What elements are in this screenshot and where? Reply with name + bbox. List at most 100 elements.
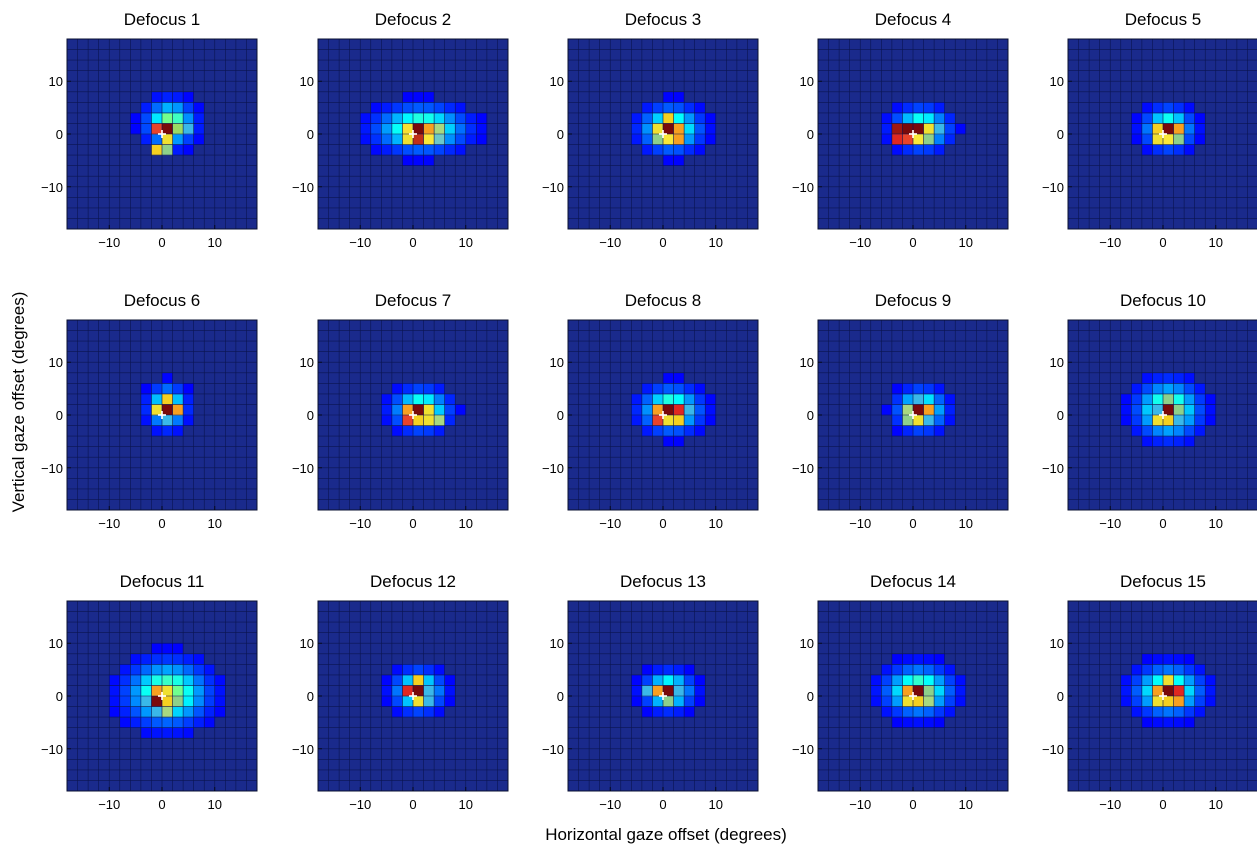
heatmap-bin [434, 696, 445, 707]
heatmap-bin [162, 674, 173, 686]
heatmap-bin [465, 112, 477, 124]
heatmap-bin [1131, 706, 1143, 718]
heatmap-bin [193, 706, 205, 718]
heatmap-bin [694, 112, 706, 124]
heatmap-bin [402, 696, 414, 707]
heatmap-bin [455, 134, 467, 145]
heatmap-bin [1184, 102, 1195, 114]
heatmap-bin [1173, 653, 1185, 665]
heatmap-bin [652, 112, 664, 124]
heatmap-bin [1131, 383, 1143, 395]
heatmap-bin [923, 393, 935, 405]
heatmap-bin [183, 102, 194, 114]
heatmap-hot-bin [402, 134, 414, 145]
heatmap-bin [641, 664, 653, 676]
heatmap-bin [684, 664, 695, 676]
heatmap-bin [151, 643, 163, 655]
heatmap-bin [1184, 664, 1195, 676]
heatmap-bin [1184, 393, 1195, 405]
heatmap-bin [881, 134, 893, 145]
heatmap-bin [1152, 383, 1164, 395]
heatmap-bin [673, 372, 685, 384]
heatmap-bin [130, 123, 142, 135]
heatmap-bin [370, 102, 382, 114]
x-tick-label: 0 [659, 797, 666, 812]
heatmap-panel: Defocus 9 −10 0 10 −10 0 10 [792, 291, 1009, 531]
panel-title: Defocus 6 [124, 291, 201, 310]
heatmap-bin [944, 674, 956, 686]
heatmap-bin [694, 425, 706, 437]
heatmap-bin [130, 112, 142, 124]
heatmap-bin [381, 404, 393, 416]
heatmap-bin [1184, 674, 1195, 686]
heatmap-bin [162, 643, 173, 655]
heatmap-bin [631, 685, 643, 697]
heatmap-bin [423, 112, 435, 124]
heatmap-bin [140, 404, 152, 416]
y-tick-label: 0 [307, 127, 314, 142]
heatmap-hot-bin [913, 696, 924, 707]
heatmap-bin [1184, 144, 1195, 156]
heatmap-bin [641, 706, 653, 718]
heatmap-bin [391, 134, 403, 145]
heatmap-bin [151, 727, 163, 739]
heatmap-bin [140, 674, 152, 686]
heatmap-bin [172, 91, 184, 103]
heatmap-bin [1194, 393, 1206, 405]
heatmap-bin [663, 674, 674, 686]
heatmap-panel: Defocus 1 −10 0 10 −10 0 10 [41, 10, 258, 250]
x-tick-label: 0 [909, 516, 916, 531]
heatmap-bin [455, 404, 467, 416]
heatmap-bin [934, 134, 945, 145]
heatmap-bin [402, 425, 414, 437]
y-tick-label: 10 [49, 355, 63, 370]
heatmap-hot-bin [673, 415, 685, 426]
heatmap-bin [193, 696, 205, 707]
heatmap-bin [663, 155, 674, 166]
heatmap-bin [193, 674, 205, 686]
heatmap-bin [465, 134, 477, 145]
heatmap-bin [673, 91, 685, 103]
heatmap-bin [444, 112, 456, 124]
heatmap-bin [204, 685, 216, 697]
heatmap-bin [119, 674, 131, 686]
heatmap-bin [1184, 123, 1195, 135]
heatmap-bin [193, 664, 205, 676]
heatmap-bin [1163, 372, 1174, 384]
heatmap-hot-bin [1152, 404, 1164, 416]
heatmap-bin [934, 653, 945, 665]
heatmap-bin [694, 383, 706, 395]
heatmap-bin [631, 393, 643, 405]
heatmap-hot-bin [413, 415, 424, 426]
x-tick-label: −10 [849, 235, 871, 250]
heatmap-bin [172, 643, 184, 655]
heatmap-bin [1152, 664, 1164, 676]
heatmap-hot-bin [402, 404, 414, 416]
heatmap-bin [913, 112, 924, 124]
heatmap-bin [913, 674, 924, 686]
heatmap-bin [391, 696, 403, 707]
heatmap-hot-bin [923, 123, 935, 135]
heatmap-hot-bin [902, 134, 914, 145]
x-tick-label: 10 [1209, 235, 1223, 250]
heatmap-bin [684, 123, 695, 135]
heatmap-bin [413, 664, 424, 676]
heatmap-hot-bin [1152, 696, 1164, 707]
heatmap-bin [1184, 383, 1195, 395]
heatmap-bin [641, 393, 653, 405]
heatmap-bin [673, 425, 685, 437]
panel-title: Defocus 2 [375, 10, 452, 29]
heatmap-bin [413, 144, 424, 156]
heatmap-bin [119, 696, 131, 707]
heatmap-hot-bin [434, 134, 445, 145]
x-tick-label: 0 [1159, 797, 1166, 812]
x-tick-label: 10 [959, 235, 973, 250]
heatmap-bin [1131, 664, 1143, 676]
y-tick-label: 0 [56, 408, 63, 423]
heatmap-bin [1120, 415, 1132, 426]
heatmap-bin [193, 112, 205, 124]
heatmap-bin [1131, 123, 1143, 135]
heatmap-bin [162, 112, 173, 124]
y-axis-label: Vertical gaze offset (degrees) [9, 292, 28, 513]
panel-title: Defocus 15 [1120, 572, 1206, 591]
